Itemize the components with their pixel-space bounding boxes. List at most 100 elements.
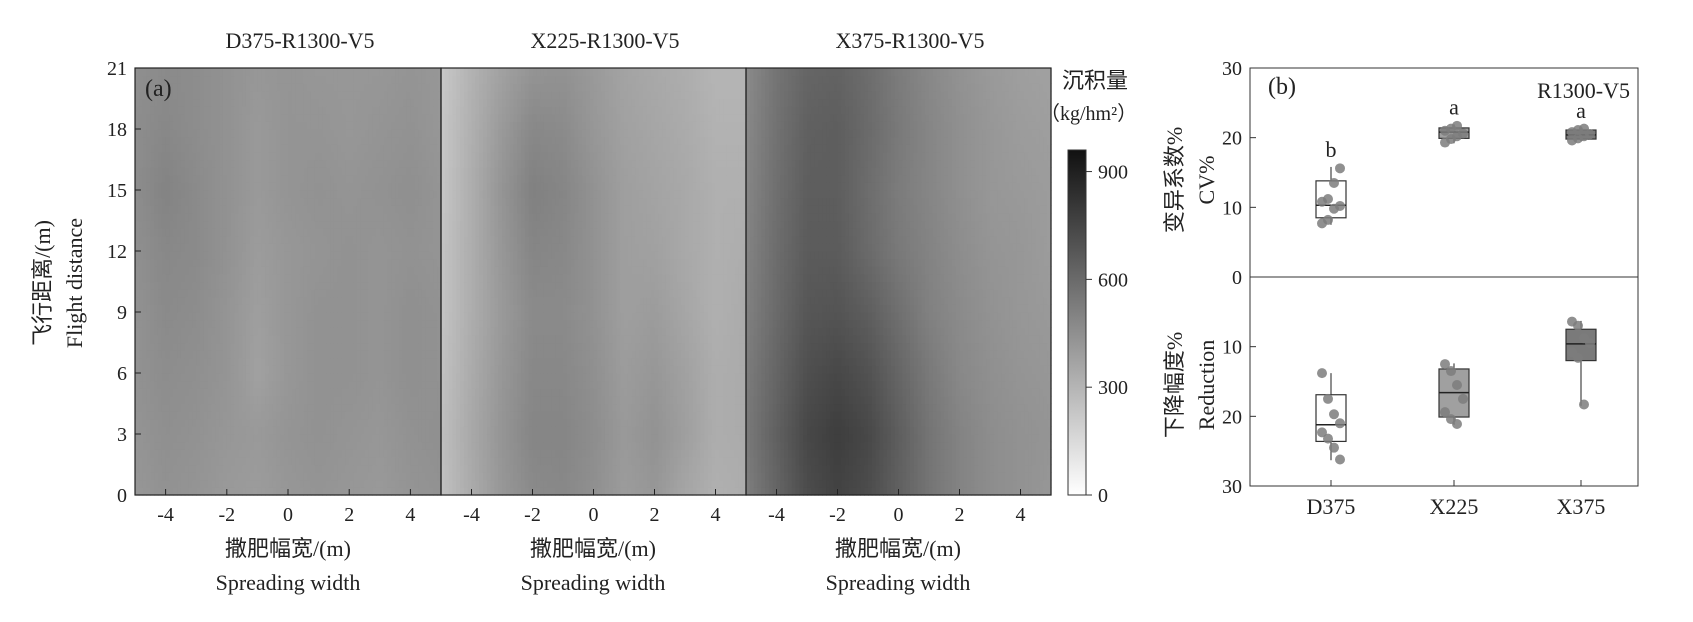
heatmap-cell (288, 334, 293, 344)
heatmap-cell (219, 281, 224, 290)
heatmap-cell (383, 235, 389, 244)
heatmap-cell (284, 388, 289, 397)
heatmap-cell (272, 174, 278, 183)
heatmap-cell (395, 136, 400, 145)
heatmap-cell (368, 342, 373, 351)
heatmap-cell (219, 365, 224, 374)
heatmap-cell (142, 380, 148, 389)
heatmap-cell (219, 472, 224, 481)
heatmap-cell (280, 266, 285, 275)
heatmap-cell (192, 182, 197, 191)
heatmap-cell (165, 159, 171, 168)
heatmap-cell (165, 243, 171, 252)
heatmap-cell (379, 182, 385, 191)
heatmap-cell (379, 197, 385, 206)
heatmap-cell (245, 418, 251, 427)
heatmap-cell (349, 68, 354, 77)
heatmap-cell (188, 464, 193, 473)
heatmap-cell (353, 159, 358, 168)
heatmap-cell (402, 182, 408, 191)
heatmap-cell (433, 197, 438, 206)
heatmap-cell (330, 472, 335, 481)
heatmap-cell (207, 121, 213, 130)
heatmap-cell (547, 479, 553, 488)
heatmap-cell (330, 266, 335, 275)
heatmap-cell (333, 350, 339, 359)
heatmap-cell (448, 449, 454, 458)
heatmap-cell (242, 113, 247, 122)
heatmap-cell (188, 251, 193, 260)
heatmap-cell (215, 212, 220, 222)
heatmap-cell (353, 151, 358, 161)
heatmap-cell (570, 434, 576, 443)
heatmap-cell (677, 456, 682, 466)
heatmap-cell (402, 212, 408, 222)
heatmap-cell (253, 449, 258, 458)
heatmap-cell (360, 167, 366, 176)
heatmap-cell (230, 121, 236, 130)
heatmap-cell (142, 334, 148, 344)
heatmap-cell (165, 441, 171, 450)
heatmap-cell (353, 205, 358, 214)
heatmap-cell (673, 487, 678, 496)
heatmap-cell (192, 68, 197, 77)
heatmap-cell (142, 121, 148, 130)
heatmap-cell (303, 388, 308, 397)
heatmap-cell (242, 357, 247, 366)
heatmap-cell (433, 251, 438, 260)
heatmap-cell (142, 251, 148, 260)
heatmap-cell (288, 281, 293, 290)
heatmap-cell (345, 380, 350, 389)
heatmap-cell (196, 479, 201, 488)
heatmap-cell (142, 441, 148, 450)
heatmap-cell (375, 273, 381, 283)
heatmap-cell (211, 75, 216, 84)
heatmap-cell (146, 472, 151, 481)
heatmap-cell (299, 182, 304, 191)
heatmap-cell (230, 395, 236, 405)
heatmap-cell (631, 456, 637, 466)
heatmap-cell (288, 411, 293, 420)
heatmap-cell (612, 464, 617, 473)
heatmap-cell (276, 174, 281, 183)
heatmap-cell (498, 472, 503, 481)
heatmap-cell (337, 357, 343, 366)
heatmap-cell (138, 144, 144, 153)
heatmap-cell (402, 121, 408, 130)
heatmap-cell (433, 380, 438, 389)
heatmap-cell (379, 212, 385, 222)
heatmap-cell (402, 228, 408, 237)
heatmap-cell (272, 75, 278, 84)
heatmap-cell (383, 98, 389, 107)
heatmap-cell (188, 136, 193, 145)
heatmap-cell (219, 243, 224, 252)
heatmap-cell (326, 411, 331, 420)
heatmap-cell (146, 136, 151, 145)
heatmap-cell (203, 281, 209, 290)
heatmap-cell (165, 472, 171, 481)
heatmap-cell (479, 441, 484, 450)
heatmap-cell (276, 472, 281, 481)
heatmap-cell (200, 319, 205, 328)
heatmap-cell (207, 456, 213, 466)
heatmap-cell (406, 83, 411, 92)
heatmap-cell (479, 464, 484, 473)
heatmap-cell (284, 205, 289, 214)
heatmap-cell (356, 281, 362, 290)
heatmap-cell (146, 251, 151, 260)
heatmap-cell (238, 258, 243, 267)
heatmap-cell (138, 434, 144, 443)
heatmap-cell (234, 113, 239, 122)
heatmap-cell (375, 258, 381, 267)
heatmap-cell (456, 449, 461, 458)
heatmap-cell (341, 426, 346, 435)
heatmap-cell (456, 441, 461, 450)
heatmap-cell (341, 182, 346, 191)
heatmap-cell (295, 434, 301, 443)
heatmap-cell (364, 129, 369, 138)
heatmap-cell (280, 312, 285, 321)
heatmap-cell (406, 68, 411, 77)
heatmap-cell (375, 212, 381, 222)
heatmap-cell (498, 464, 503, 473)
heatmap-cell (219, 296, 224, 305)
